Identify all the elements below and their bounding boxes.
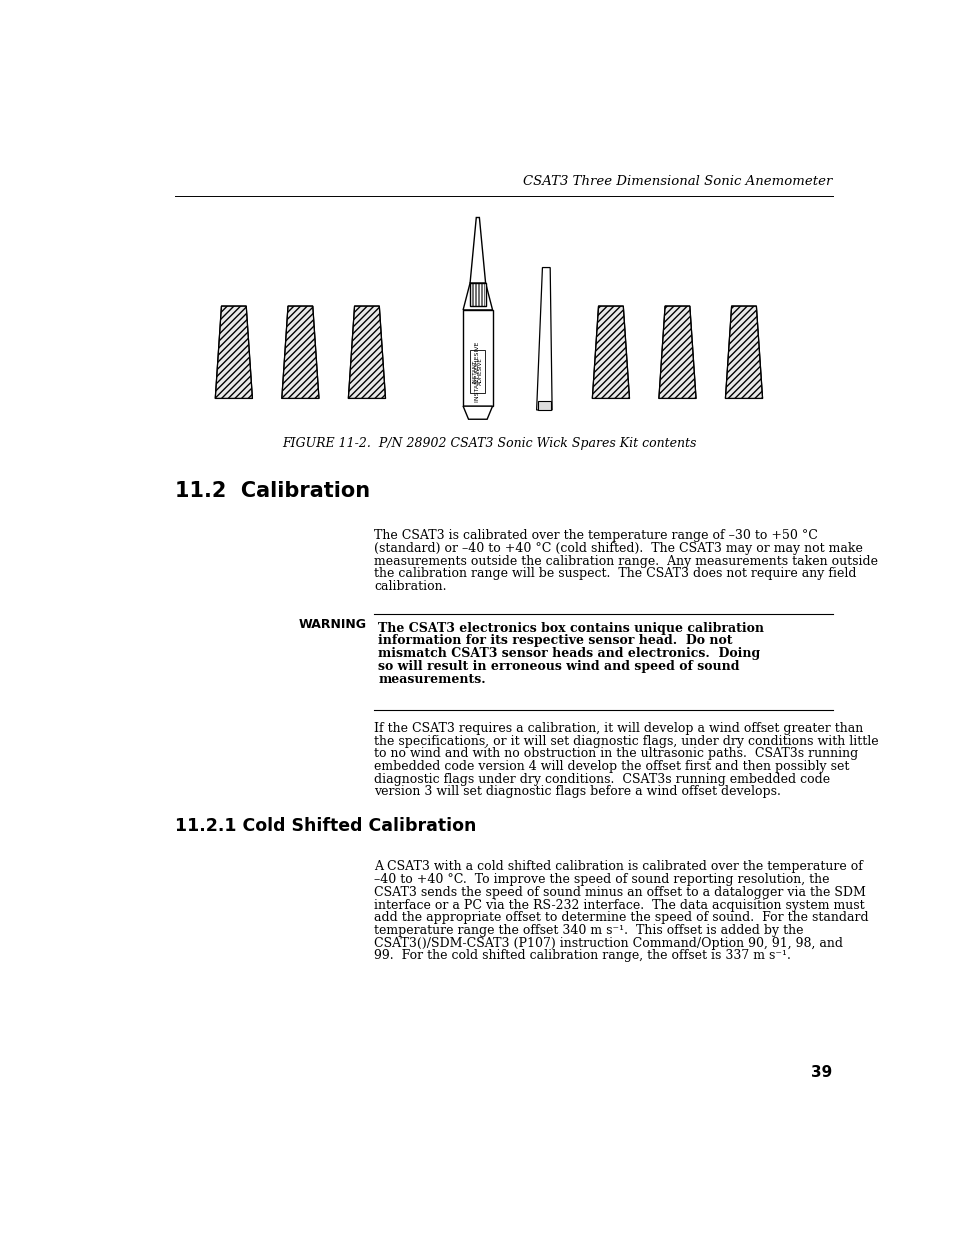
Text: calibration.: calibration. bbox=[374, 580, 446, 593]
Polygon shape bbox=[659, 306, 696, 399]
Text: CSAT3 Three Dimensional Sonic Anemometer: CSAT3 Three Dimensional Sonic Anemometer bbox=[523, 175, 832, 188]
Text: interface or a PC via the RS-232 interface.  The data acquisition system must: interface or a PC via the RS-232 interfa… bbox=[374, 899, 864, 911]
Polygon shape bbox=[462, 406, 492, 419]
Text: 99.  For the cold shifted calibration range, the offset is 337 m s⁻¹.: 99. For the cold shifted calibration ran… bbox=[374, 950, 790, 962]
Text: version 3 will set diagnostic flags before a wind offset develops.: version 3 will set diagnostic flags befo… bbox=[374, 785, 781, 798]
Text: The CSAT3 is calibrated over the temperature range of –30 to +50 °C: The CSAT3 is calibrated over the tempera… bbox=[374, 530, 818, 542]
Text: 11.2.1 Cold Shifted Calibration: 11.2.1 Cold Shifted Calibration bbox=[174, 816, 476, 835]
Text: the specifications, or it will set diagnostic flags, under dry conditions with l: the specifications, or it will set diagn… bbox=[374, 735, 878, 747]
Text: the calibration range will be suspect.  The CSAT3 does not require any field: the calibration range will be suspect. T… bbox=[374, 567, 856, 580]
Text: If the CSAT3 requires a calibration, it will develop a wind offset greater than: If the CSAT3 requires a calibration, it … bbox=[374, 721, 862, 735]
Text: add the appropriate offset to determine the speed of sound.  For the standard: add the appropriate offset to determine … bbox=[374, 911, 868, 924]
Text: INSTANT
ADHESIVE: INSTANT ADHESIVE bbox=[472, 358, 483, 385]
Text: to no wind and with no obstruction in the ultrasonic paths.  CSAT3s running: to no wind and with no obstruction in th… bbox=[374, 747, 858, 761]
Polygon shape bbox=[470, 217, 485, 283]
Polygon shape bbox=[348, 306, 385, 399]
Text: so will result in erroneous wind and speed of sound: so will result in erroneous wind and spe… bbox=[377, 659, 739, 673]
Text: measurements outside the calibration range.  Any measurements taken outside: measurements outside the calibration ran… bbox=[374, 555, 878, 568]
Text: INSTANT ADHESIVE: INSTANT ADHESIVE bbox=[475, 341, 479, 401]
Text: CSAT3 sends the speed of sound minus an offset to a datalogger via the SDM: CSAT3 sends the speed of sound minus an … bbox=[374, 885, 865, 899]
Text: mismatch CSAT3 sensor heads and electronics.  Doing: mismatch CSAT3 sensor heads and electron… bbox=[377, 647, 760, 661]
Text: FIGURE 11-2.  P/N 28902 CSAT3 Sonic Wick Spares Kit contents: FIGURE 11-2. P/N 28902 CSAT3 Sonic Wick … bbox=[281, 437, 696, 450]
Text: WARNING: WARNING bbox=[298, 618, 366, 631]
Text: CSAT3()/SDM-CSAT3 (P107) instruction Command/Option 90, 91, 98, and: CSAT3()/SDM-CSAT3 (P107) instruction Com… bbox=[374, 936, 842, 950]
Polygon shape bbox=[724, 306, 761, 399]
Bar bbox=[462, 310, 492, 406]
Text: (standard) or –40 to +40 °C (cold shifted).  The CSAT3 may or may not make: (standard) or –40 to +40 °C (cold shifte… bbox=[374, 542, 862, 555]
Text: information for its respective sensor head.  Do not: information for its respective sensor he… bbox=[377, 635, 732, 647]
Bar bbox=[470, 283, 485, 306]
Polygon shape bbox=[537, 268, 552, 410]
Text: diagnostic flags under dry conditions.  CSAT3s running embedded code: diagnostic flags under dry conditions. C… bbox=[374, 773, 829, 785]
Text: 39: 39 bbox=[811, 1065, 832, 1079]
Polygon shape bbox=[215, 306, 253, 399]
Polygon shape bbox=[281, 306, 318, 399]
Polygon shape bbox=[462, 283, 492, 310]
Text: embedded code version 4 will develop the offset first and then possibly set: embedded code version 4 will develop the… bbox=[374, 760, 849, 773]
Text: A CSAT3 with a cold shifted calibration is calibrated over the temperature of: A CSAT3 with a cold shifted calibration … bbox=[374, 861, 862, 873]
Text: measurements.: measurements. bbox=[377, 673, 485, 685]
Bar bbox=[470, 351, 485, 393]
Bar bbox=[537, 401, 550, 410]
Text: 11.2  Calibration: 11.2 Calibration bbox=[174, 480, 370, 501]
Polygon shape bbox=[592, 306, 629, 399]
Text: –40 to +40 °C.  To improve the speed of sound reporting resolution, the: –40 to +40 °C. To improve the speed of s… bbox=[374, 873, 829, 887]
Text: temperature range the offset 340 m s⁻¹.  This offset is added by the: temperature range the offset 340 m s⁻¹. … bbox=[374, 924, 803, 937]
Text: The CSAT3 electronics box contains unique calibration: The CSAT3 electronics box contains uniqu… bbox=[377, 621, 763, 635]
